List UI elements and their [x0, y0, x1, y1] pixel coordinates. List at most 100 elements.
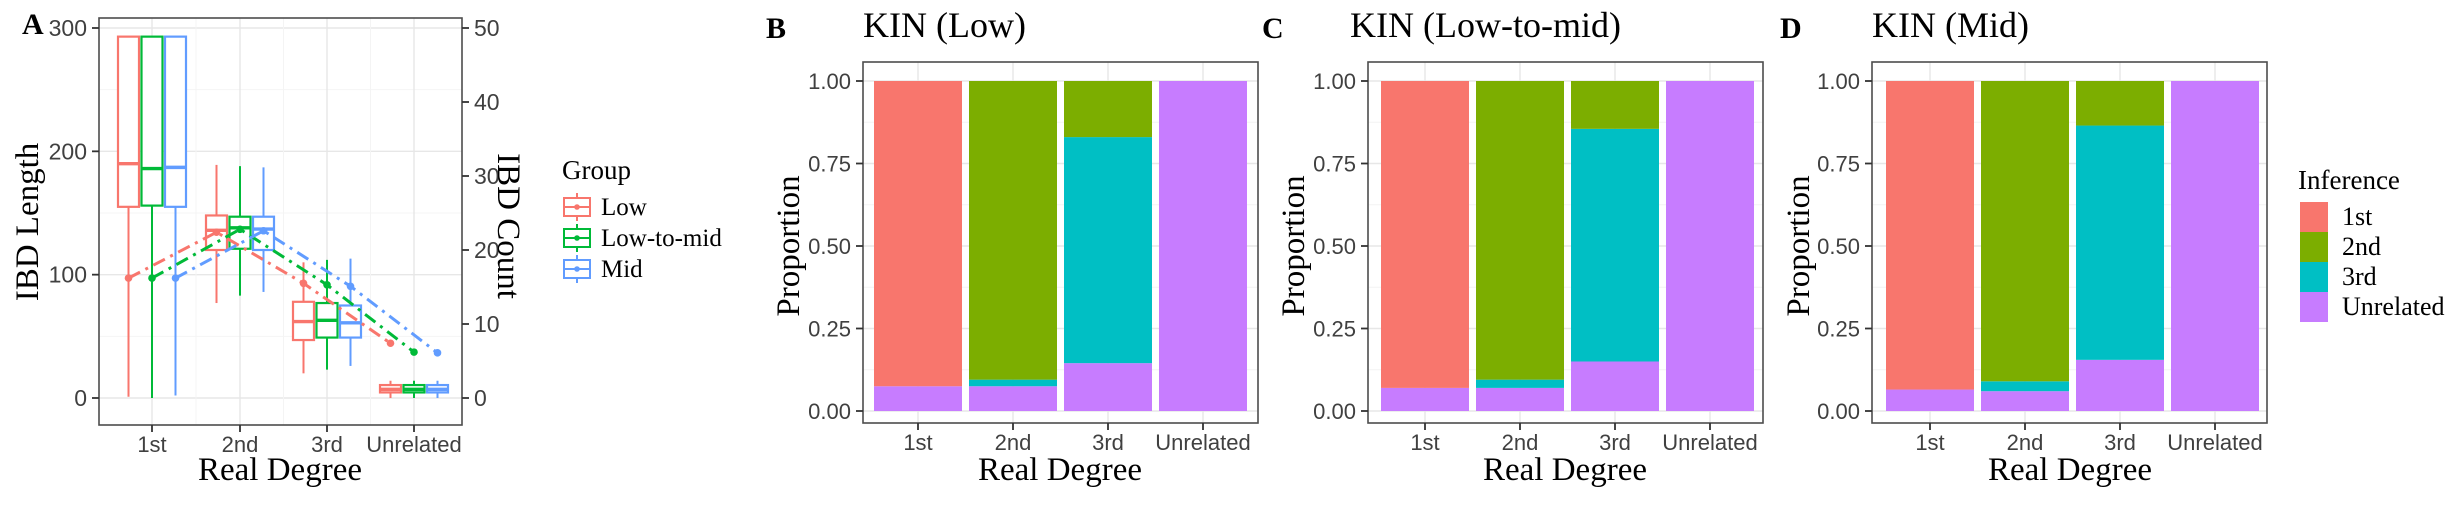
ibd-count-line-Mid [174, 229, 439, 355]
inference-legend-label-unrelated: Unrelated [2342, 292, 2445, 321]
panel-c-y-axis-title: Proportion [1275, 175, 1312, 317]
x-tick-label: 3rd [2104, 430, 2136, 455]
bar-segment-Unrelated-Unrelated [1666, 81, 1754, 411]
y-tick-label: 0.25 [1817, 317, 1860, 342]
bar-segment-1st-Unrelated [1381, 387, 1469, 411]
line-point-Low [386, 339, 395, 348]
x-tick-label: 1st [1915, 430, 1944, 455]
y2-tick-label: 20 [474, 237, 500, 263]
bar-segment-3rd-2nd [1064, 81, 1152, 138]
x-tick-label: 2nd [222, 432, 259, 457]
bar-segment-3rd-Unrelated [2076, 359, 2164, 411]
panel-d-x-axis-title: Real Degree [1988, 452, 2152, 488]
y-tick-label: 1.00 [1313, 69, 1356, 94]
panel-d-y-axis-title: Proportion [1780, 175, 1817, 317]
bar-segment-3rd-Unrelated [1064, 363, 1152, 411]
bar-segment-3rd-3rd [2076, 125, 2164, 360]
bar-segment-2nd-Unrelated [1981, 391, 2069, 411]
x-tick-label: 3rd [1092, 430, 1124, 455]
inference-legend-label-3rd: 3rd [2342, 262, 2377, 291]
panel-D-border [1871, 61, 2268, 424]
y-tick-label: 0.25 [808, 317, 851, 342]
y-tick-label: 0 [74, 385, 87, 411]
panel-d-title: KIN (Mid) [1872, 5, 2029, 45]
y-tick-label: 0.75 [1313, 152, 1356, 177]
panel-b-x-axis-title: Real Degree [978, 452, 1142, 488]
line-point-Low-to-mid [236, 225, 244, 234]
line-point-Mid [259, 226, 268, 235]
panel-a-x-axis-title: Real Degree [198, 452, 362, 488]
bar-segment-3rd-2nd [1571, 81, 1659, 129]
bar-segment-1st-1st [1886, 81, 1974, 390]
bar-segment-1st-1st [874, 81, 962, 387]
x-tick-label: 3rd [1599, 430, 1631, 455]
bar-segment-1st-Unrelated [1886, 389, 1974, 411]
panel-c-x-axis-title: Real Degree [1483, 452, 1647, 488]
boxplot-box-Low [116, 35, 141, 208]
y-tick-label: 0.00 [1817, 399, 1860, 424]
bar-segment-1st-Unrelated [874, 386, 962, 411]
bar-segment-2nd-3rd [969, 379, 1057, 387]
inference-legend-swatch-Unrelated [2300, 292, 2328, 322]
y-tick-label: 0.25 [1313, 317, 1356, 342]
bar-segment-2nd-3rd [1981, 381, 2069, 392]
bar-segment-3rd-3rd [1064, 137, 1152, 364]
boxplot-box-Low-to-mid [140, 35, 164, 207]
bar-segment-2nd-2nd [1981, 81, 2069, 382]
y-tick-label: 0.00 [808, 399, 851, 424]
legend-key-point [574, 204, 580, 210]
line-point-Low [124, 274, 133, 282]
group-legend-title: Group [562, 155, 631, 185]
panel-a-y2-axis-title: IBD Count [490, 153, 527, 299]
inference-legend-label-2nd: 2nd [2342, 232, 2381, 261]
y-tick-label: 0.50 [808, 234, 851, 259]
y2-tick-label: 50 [474, 15, 500, 41]
y2-tick-label: 10 [474, 311, 500, 337]
bar-segment-Unrelated-Unrelated [1159, 81, 1247, 411]
y-tick-label: 300 [49, 15, 87, 41]
line-point-Mid [346, 282, 355, 291]
legend-key-point [574, 235, 580, 241]
line-point-Mid [433, 349, 442, 357]
x-tick-label: 2nd [995, 430, 1032, 455]
y-tick-label: 0.00 [1313, 399, 1356, 424]
x-tick-label: 2nd [2007, 430, 2044, 455]
line-point-Low-to-mid [410, 348, 418, 356]
y-tick-label: 200 [49, 138, 87, 164]
line-point-Low-to-mid [323, 280, 331, 289]
panel-a-border [98, 17, 463, 426]
bar-segment-Unrelated-Unrelated [2171, 81, 2259, 411]
panel-c-title: KIN (Low-to-mid) [1350, 5, 1621, 45]
x-tick-label: Unrelated [366, 432, 461, 457]
inference-legend-swatch-2nd [2300, 232, 2328, 262]
inference-legend-swatch-1st [2300, 202, 2328, 232]
bar-segment-2nd-Unrelated [969, 386, 1057, 411]
y2-tick-label: 40 [474, 89, 500, 115]
boxplot-box-Mid [163, 35, 188, 208]
bar-segment-2nd-2nd [1476, 81, 1564, 380]
bar-segment-3rd-2nd [2076, 81, 2164, 126]
bar-segment-2nd-2nd [969, 81, 1057, 380]
y2-tick-label: 30 [474, 163, 500, 189]
bar-segment-2nd-3rd [1476, 379, 1564, 388]
x-tick-label: Unrelated [1155, 430, 1250, 455]
line-point-Low [299, 279, 308, 288]
legend-key-point [574, 266, 580, 272]
group-legend-label-low-to-mid: Low-to-mid [601, 225, 722, 252]
y-tick-label: 1.00 [1817, 69, 1860, 94]
inference-legend-title: Inference [2298, 165, 2400, 195]
group-legend-label-low: Low [601, 194, 647, 221]
y-tick-label: 0.50 [1817, 234, 1860, 259]
group-legend-label-mid: Mid [601, 256, 643, 283]
panel-a-y-axis-title: IBD Length [9, 142, 46, 302]
ibd-count-line-Low [127, 230, 392, 345]
x-tick-label: 1st [1410, 430, 1439, 455]
panel-label-a: A [22, 8, 44, 41]
y-tick-label: 100 [49, 262, 87, 288]
inference-legend-swatch-3rd [2300, 262, 2328, 292]
panel-label-c: C [1262, 12, 1284, 45]
x-tick-label: Unrelated [2167, 430, 2262, 455]
ibd-count-line-Low-to-mid [151, 227, 415, 354]
